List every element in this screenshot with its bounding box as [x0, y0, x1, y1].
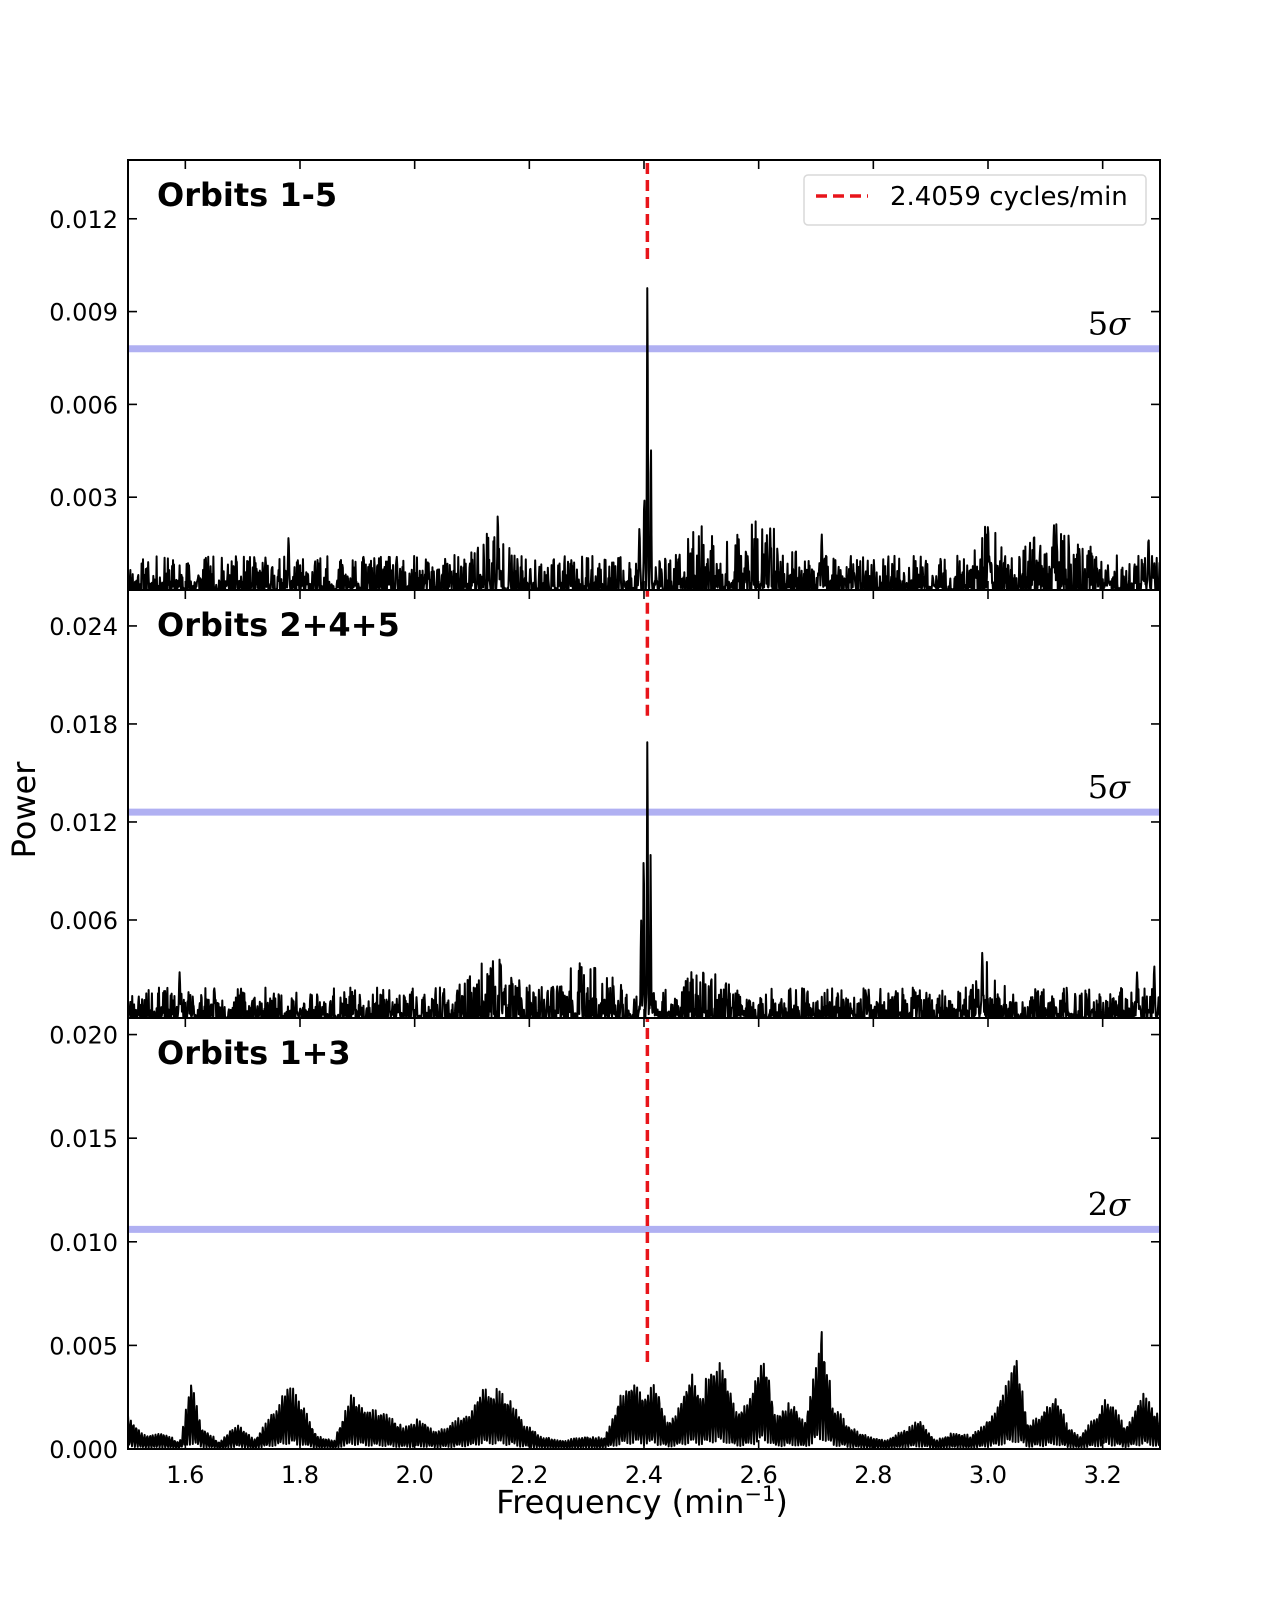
power-series-line — [128, 741, 1160, 1018]
x-tick-label: 3.2 — [1084, 1461, 1122, 1489]
panel-title: Orbits 1+3 — [157, 1034, 351, 1072]
y-tick-label: 0.006 — [49, 391, 118, 419]
y-tick-label: 0.024 — [49, 613, 118, 641]
legend: 2.4059 cycles/min — [803, 174, 1147, 226]
panel-title: Orbits 1-5 — [157, 176, 337, 214]
power-series-line — [128, 1331, 1160, 1449]
panel-1: 0.003 0.006 0.009 0.012 Orbits 1-5 5σ — [49, 159, 1161, 591]
y-tick-label: 0.010 — [49, 1229, 118, 1257]
y-tick-label: 0.005 — [49, 1332, 118, 1360]
y-tick-label: 0.012 — [49, 809, 118, 837]
y-tick-label: 0.003 — [49, 484, 118, 512]
panel-3: 0.000 0.005 0.010 0.015 0.020 Orbits 1+3 2σ — [49, 1017, 1161, 1464]
threshold-label: 2σ — [1088, 1185, 1131, 1223]
x-tick-label: 1.6 — [166, 1461, 204, 1489]
y-tick-label: 0.000 — [49, 1436, 118, 1464]
panel-frame — [127, 1017, 1161, 1450]
panel-title: Orbits 2+4+5 — [157, 606, 400, 644]
y-tick-label: 0.006 — [49, 907, 118, 935]
legend-label: 2.4059 cycles/min — [890, 182, 1128, 212]
x-tick-label: 2.0 — [396, 1461, 434, 1489]
legend-box — [803, 174, 1147, 226]
y-tick-label: 0.020 — [49, 1022, 118, 1050]
panel-2: 0.006 0.012 0.018 0.024 Orbits 2+4+5 5σ — [49, 589, 1161, 1019]
x-tick-label: 2.2 — [510, 1461, 548, 1489]
x-tick-label: 2.6 — [740, 1461, 778, 1489]
y-tick-label: 0.018 — [49, 711, 118, 739]
power-series-line — [128, 287, 1160, 590]
y-tick-label: 0.012 — [49, 206, 118, 234]
x-tick-label: 2.8 — [854, 1461, 892, 1489]
y-axis-title: Power — [5, 761, 43, 859]
threshold-label: 5σ — [1088, 305, 1131, 343]
y-tick-label: 0.015 — [49, 1125, 118, 1153]
threshold-label: 5σ — [1088, 768, 1131, 806]
x-tick-label: 2.4 — [625, 1461, 663, 1489]
x-tick-label: 1.8 — [281, 1461, 319, 1489]
x-axis-title: Frequency (min−1) — [496, 1482, 788, 1521]
y-tick-label: 0.009 — [49, 299, 118, 327]
x-tick-label: 3.0 — [969, 1461, 1007, 1489]
